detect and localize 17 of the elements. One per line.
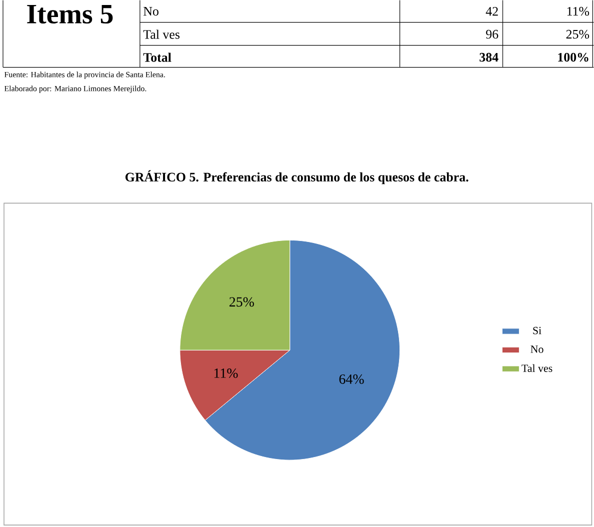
text: Total [143, 52, 172, 62]
text: Items 5 [27, 5, 113, 24]
legend-label: No [530, 346, 544, 353]
legend-label: Tal ves [522, 364, 552, 372]
text: 384 [480, 52, 498, 62]
text: 11% [567, 6, 590, 16]
data-label: 11% [214, 368, 238, 378]
text: Tal ves [143, 30, 180, 39]
text: 96 [486, 30, 498, 39]
chart-title: GRÁFICO 5. Preferencias de consumo de los quesos de cabra. [125, 170, 468, 184]
text: 42 [486, 6, 498, 16]
legend-label: Si [533, 326, 542, 334]
data-label: 64% [339, 374, 364, 384]
data-label: 25% [229, 297, 254, 307]
text: 100% [558, 52, 588, 62]
text: 25% [566, 30, 590, 39]
text: No [144, 6, 158, 16]
